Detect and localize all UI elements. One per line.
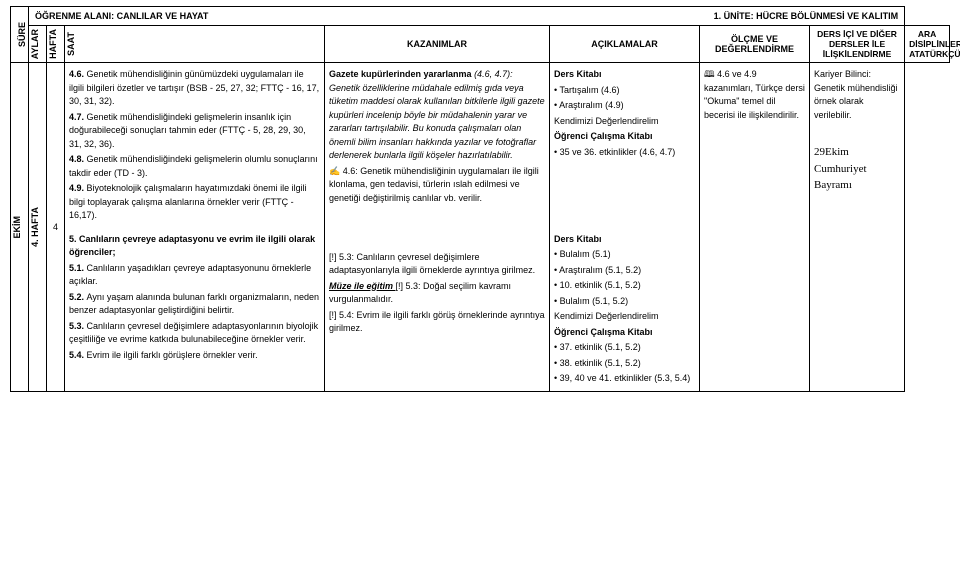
olc1-l3: Kendimizi Değerlendirelim <box>554 115 695 129</box>
col-hafta: HAFTA <box>47 26 65 63</box>
olc1-l2: • Araştıralım (4.9) <box>554 99 695 113</box>
olc1-l4: • 35 ve 36. etkinlikler (4.6, 4.7) <box>554 146 695 160</box>
col-ara: ARA DİSİPLİNLER, ATATÜRKÇÜLÜK <box>905 26 950 63</box>
kazanimlar-2: 5. Canlıların çevreye adaptasyonu ve evr… <box>65 228 325 392</box>
olc2-h1: Ders Kitabı <box>554 233 695 247</box>
curriculum-table: SÜRE ÖĞRENME ALANI: CANLILAR VE HAYAT 1.… <box>10 6 950 392</box>
kaz-54-num: 5.4. <box>69 350 87 360</box>
olc2-l5: Kendimizi Değerlendirelim <box>554 310 695 324</box>
hours-cell: 4 <box>47 63 65 392</box>
kaz-54-text: Evrim ile ilgili farklı görüşlere örnekl… <box>87 350 258 360</box>
kaz-47-num: 4.7. <box>69 112 87 122</box>
col-olcme: ÖLÇME VE DEĞERLENDİRME <box>700 26 810 63</box>
olc2-h2: Öğrenci Çalışma Kitabı <box>554 326 695 340</box>
kaz-49-text: Biyoteknolojik çalışmaların hayatımızdak… <box>69 183 307 220</box>
top-banner: ÖĞRENME ALANI: CANLILAR VE HAYAT 1. ÜNİT… <box>29 7 905 26</box>
olc2-l7: • 38. etkinlik (5.1, 5.2) <box>554 357 695 371</box>
olc2-l4: • Bulalım (5.1, 5.2) <box>554 295 695 309</box>
kaz-52-text: Aynı yaşam alanında bulunan farklı organ… <box>69 292 319 316</box>
ara-1: Kariyer Bilinci: Genetik mühendisliği ör… <box>810 63 905 228</box>
ogrenme-alani: ÖĞRENME ALANI: CANLILAR VE HAYAT <box>35 11 208 21</box>
olc2-l1: • Bulalım (5.1) <box>554 248 695 262</box>
kaz2-h: 5. Canlıların çevreye adaptasyonu ve evr… <box>69 233 320 260</box>
dersici-2 <box>700 228 810 392</box>
ara1-p2: 29Ekim Cumhuriyet Bayramı <box>814 144 900 194</box>
olc1-h2: Öğrenci Çalışma Kitabı <box>554 130 695 144</box>
kaz-53-num: 5.3. <box>69 321 87 331</box>
acik2-p3: [!] 5.4: Evrim ile ilgili farklı görüş ö… <box>329 309 545 336</box>
acik1-note: ✍ 4.6: Genetik mühendisliğinin uygulamal… <box>329 165 545 206</box>
sure-header: SÜRE <box>11 7 29 63</box>
col-aciklamalar: AÇIKLAMALAR <box>550 26 700 63</box>
acik1-body: (4.6, 4.7): Genetik özelliklerine müdaha… <box>329 69 545 160</box>
aciklamalar-1: Gazete kupürlerinden yararlanma (4.6, 4.… <box>325 63 550 228</box>
olcme-2: Ders Kitabı • Bulalım (5.1) • Araştıralı… <box>550 228 700 392</box>
acik2-p2a: Müze ile eğitim <box>329 281 396 291</box>
kaz-52-num: 5.2. <box>69 292 87 302</box>
ders1-p1: 🕮 4.6 ve 4.9 kazanımları, Türkçe dersi "… <box>704 68 805 122</box>
kaz-47-text: Genetik mühendisliğindeki gelişmelerin i… <box>69 112 306 149</box>
ara1-p1: Kariyer Bilinci: Genetik mühendisliği ör… <box>814 68 900 122</box>
olc2-l6: • 37. etkinlik (5.1, 5.2) <box>554 341 695 355</box>
kaz-49-num: 4.9. <box>69 183 87 193</box>
col-dersici: DERS İÇİ VE DİĞER DERSLER İLE İLİŞKİLEND… <box>810 26 905 63</box>
acik1-title: Gazete kupürlerinden yararlanma <box>329 69 474 79</box>
kaz-53-text: Canlıların çevresel değişimlere adaptasy… <box>69 321 318 345</box>
aciklamalar-2: [!] 5.3: Canlıların çevresel değişimlere… <box>325 228 550 392</box>
col-kazanimlar: KAZANIMLAR <box>325 26 550 63</box>
kaz-51-text: Canlıların yaşadıkları çevreye adaptasyo… <box>69 263 311 287</box>
kaz-48-text: Genetik mühendisliğindeki gelişmelerin o… <box>69 154 318 178</box>
ara-2 <box>810 228 905 392</box>
olc1-l1: • Tartışalım (4.6) <box>554 84 695 98</box>
olc2-l2: • Araştıralım (5.1, 5.2) <box>554 264 695 278</box>
kaz-46-text: Genetik mühendisliğinin günümüzdeki uygu… <box>69 69 319 106</box>
kaz-51-num: 5.1. <box>69 263 87 273</box>
dersici-1: 🕮 4.6 ve 4.9 kazanımları, Türkçe dersi "… <box>700 63 810 228</box>
kazanimlar-1: 4.6. Genetik mühendisliğinin günümüzdeki… <box>65 63 325 228</box>
olcme-1: Ders Kitabı • Tartışalım (4.6) • Araştır… <box>550 63 700 228</box>
unite: 1. ÜNİTE: HÜCRE BÖLÜNMESİ VE KALITIM <box>714 11 899 21</box>
col-aylar: AYLAR <box>29 26 47 63</box>
kaz-48-num: 4.8. <box>69 154 87 164</box>
olc2-l3: • 10. etkinlik (5.1, 5.2) <box>554 279 695 293</box>
kaz-46-num: 4.6. <box>69 69 87 79</box>
week-cell: 4. HAFTA <box>29 63 47 392</box>
month-cell: EKİM <box>11 63 29 392</box>
olc1-h1: Ders Kitabı <box>554 68 695 82</box>
col-saat: SAAT <box>65 26 325 63</box>
olc2-l8: • 39, 40 ve 41. etkinlikler (5.3, 5.4) <box>554 372 695 386</box>
acik2-p1: [!] 5.3: Canlıların çevresel değişimlere… <box>329 251 545 278</box>
